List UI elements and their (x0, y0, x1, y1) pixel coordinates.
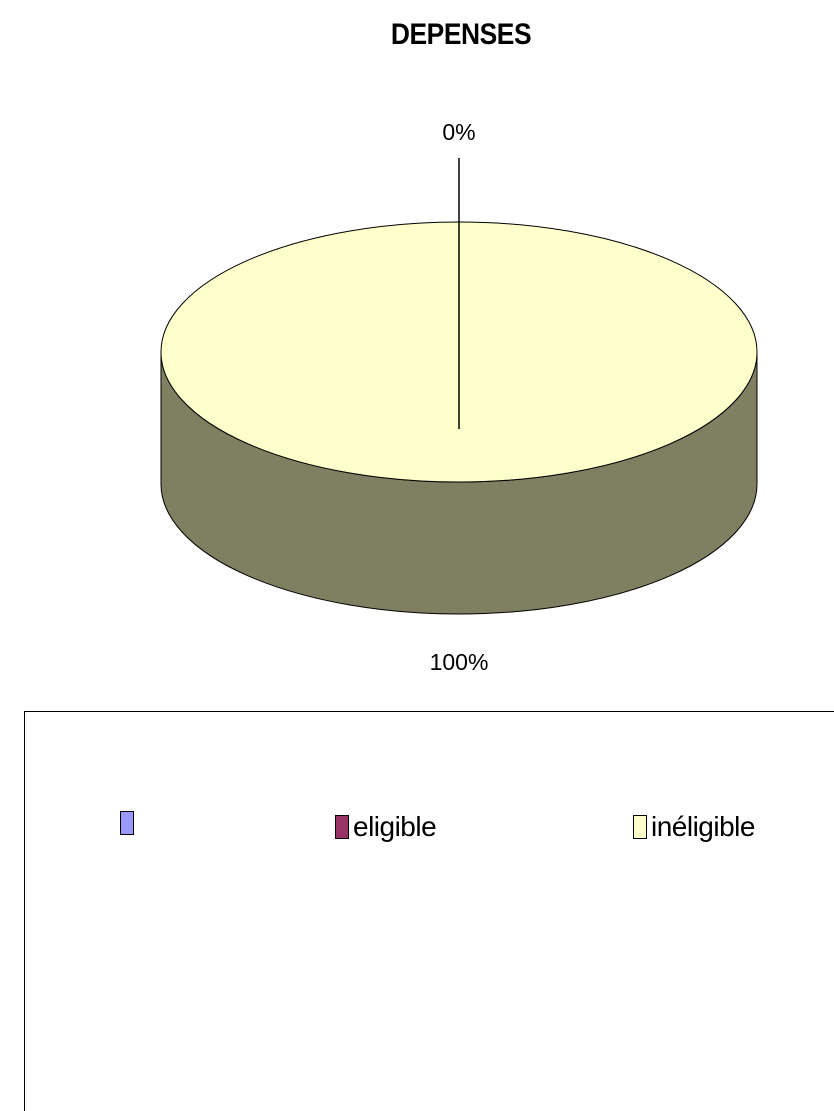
legend-item-ineligible: inéligible (633, 811, 755, 843)
legend-item-blank (120, 811, 138, 835)
legend-label-ineligible: inéligible (651, 811, 755, 842)
legend-label-eligible: eligible (353, 811, 437, 842)
legend-swatch-blank (120, 811, 134, 835)
data-label-zero: 0% (442, 119, 475, 145)
legend-swatch-ineligible (633, 815, 647, 839)
legend-swatch-eligible (335, 815, 349, 839)
legend-item-eligible: eligible (335, 811, 437, 843)
pie-chart: 0% 100% (160, 119, 758, 675)
chart-title: DEPENSES (390, 18, 532, 51)
data-label-hundred: 100% (430, 649, 489, 675)
legend: eligible inéligible (24, 711, 834, 1111)
